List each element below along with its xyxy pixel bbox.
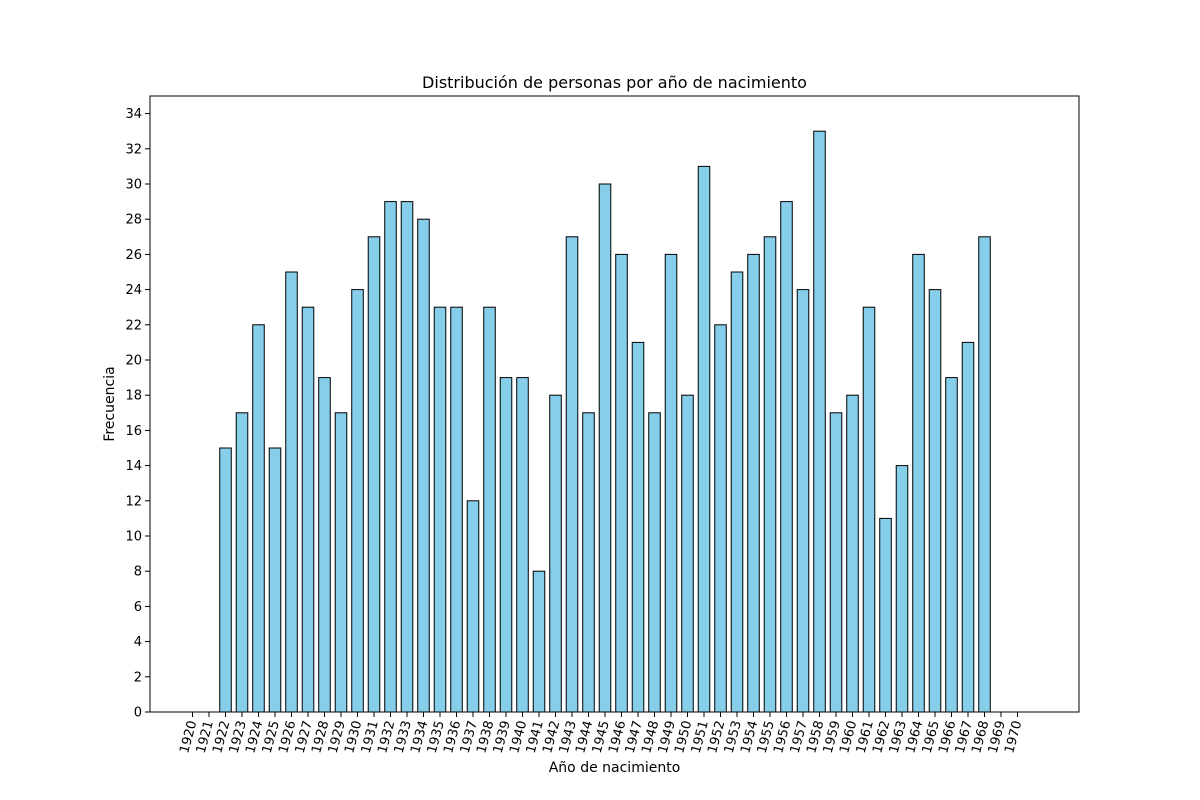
bar-1932	[384, 201, 397, 713]
y-tick-label: 16	[125, 424, 142, 439]
bar-1941	[532, 570, 546, 713]
bar-1963	[895, 465, 909, 713]
bar-1957	[796, 289, 810, 713]
y-tick-label: 34	[125, 107, 142, 122]
bar-1944	[582, 412, 595, 713]
bar-1928	[318, 377, 331, 713]
y-tick-label: 4	[134, 635, 142, 650]
bars-group	[219, 130, 991, 713]
y-tick-label: 20	[125, 354, 142, 369]
x-axis-label: Año de nacimiento	[549, 760, 681, 776]
bar-1958	[813, 130, 826, 713]
bar-1951	[697, 165, 711, 713]
bar-1926	[285, 271, 298, 713]
bar-1943	[565, 236, 579, 713]
bar-1940	[516, 377, 529, 713]
bar-1952	[714, 324, 727, 713]
y-tick-label: 24	[125, 283, 142, 298]
x-axis-ticks: 1920192119221923192419251926192719281929…	[177, 712, 1025, 755]
bar-1948	[648, 412, 661, 713]
bar-1931	[367, 236, 381, 713]
bar-1936	[450, 306, 463, 713]
bar-1955	[763, 236, 777, 713]
bar-1947	[631, 341, 645, 713]
bar-1933	[400, 201, 414, 713]
bar-1956	[780, 201, 793, 713]
bar-1923	[235, 412, 249, 713]
y-axis-label: Frecuencia	[102, 366, 118, 441]
bar-1946	[615, 253, 628, 713]
bar-1968	[978, 236, 991, 713]
bar-1965	[928, 289, 942, 713]
chart-title: Distribución de personas por año de naci…	[422, 73, 807, 92]
bar-1922	[219, 447, 232, 713]
bar-1924	[252, 324, 265, 713]
bar-1960	[846, 394, 859, 713]
y-tick-label: 14	[125, 459, 142, 474]
bar-1927	[301, 306, 315, 713]
bar-1966	[945, 377, 958, 713]
bar-1959	[829, 412, 843, 713]
bar-1938	[483, 306, 496, 713]
plot-frame	[149, 95, 1080, 713]
bar-1945	[598, 183, 612, 713]
bar-1954	[747, 253, 760, 713]
bar-1935	[433, 306, 447, 713]
y-tick-label: 0	[134, 706, 142, 721]
bar-1964	[912, 253, 925, 713]
bar-1930	[351, 289, 364, 713]
y-tick-label: 10	[125, 530, 142, 545]
bar-1953	[730, 271, 744, 713]
y-tick-label: 2	[134, 670, 142, 685]
y-tick-label: 6	[134, 600, 142, 615]
bar-1961	[862, 306, 876, 713]
y-tick-label: 26	[125, 248, 142, 263]
y-tick-label: 18	[125, 389, 142, 404]
y-tick-label: 28	[125, 213, 142, 228]
bar-1949	[664, 253, 678, 713]
y-tick-label: 32	[125, 142, 142, 157]
bar-1942	[549, 394, 562, 713]
bar-1925	[268, 447, 282, 713]
bar-1929	[334, 412, 348, 713]
bar-1939	[499, 377, 513, 713]
y-tick-label: 22	[125, 318, 142, 333]
bar-1950	[681, 394, 694, 713]
y-tick-label: 12	[125, 494, 142, 509]
bar-1962	[879, 517, 892, 713]
bar-1934	[417, 218, 430, 713]
y-tick-label: 30	[125, 178, 142, 193]
bar-1967	[961, 341, 975, 713]
y-tick-label: 8	[134, 565, 142, 580]
bar-1937	[466, 500, 480, 713]
